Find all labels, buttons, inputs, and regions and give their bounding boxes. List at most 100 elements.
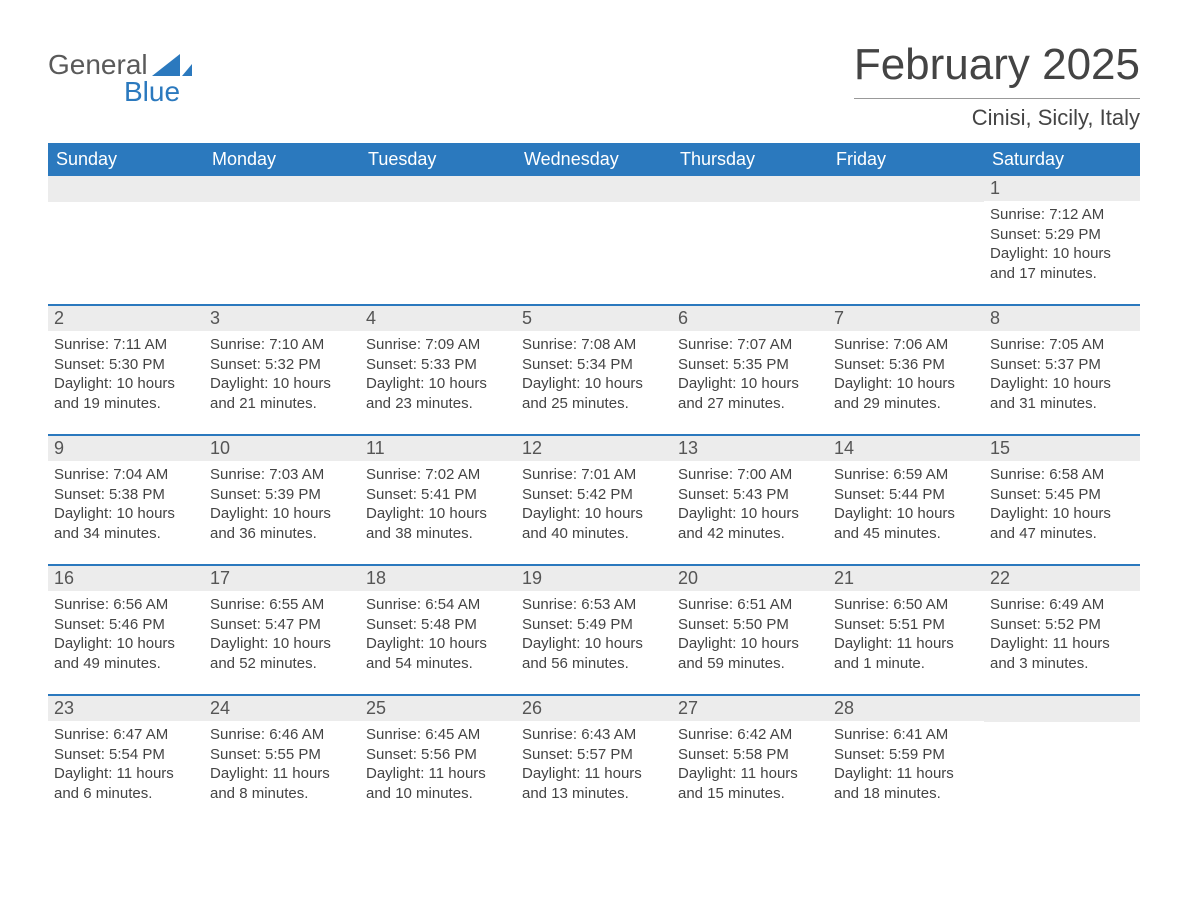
calendar-cell: 10 Sunrise: 7:03 AMSunset: 5:39 PMDayligh… xyxy=(204,436,360,546)
month-title: February 2025 xyxy=(854,40,1140,90)
weekday-header-fri: Friday xyxy=(828,143,984,176)
sunset-text: Sunset: 5:30 PM xyxy=(54,355,198,375)
day-details: Sunrise: 6:42 AMSunset: 5:58 PMDaylight:… xyxy=(672,721,828,803)
daylight-text: Daylight: 10 hours and 36 minutes. xyxy=(210,504,354,543)
day-number: 14 xyxy=(828,436,984,461)
daylight-text: Daylight: 10 hours and 19 minutes. xyxy=(54,374,198,413)
day-number: 8 xyxy=(984,306,1140,331)
empty-day xyxy=(360,176,516,202)
calendar-cell: 22Sunrise: 6:49 AMSunset: 5:52 PMDayligh… xyxy=(984,566,1140,676)
day-details: Sunrise: 7:00 AMSunset: 5:43 PMDaylight:… xyxy=(672,461,828,543)
daylight-text: Daylight: 10 hours and 47 minutes. xyxy=(990,504,1134,543)
sunrise-text: Sunrise: 6:56 AM xyxy=(54,595,198,615)
day-details: Sunrise: 6:54 AMSunset: 5:48 PMDaylight:… xyxy=(360,591,516,673)
calendar-cell: 19Sunrise: 6:53 AMSunset: 5:49 PMDayligh… xyxy=(516,566,672,676)
daylight-text: Daylight: 10 hours and 54 minutes. xyxy=(366,634,510,673)
calendar-cell xyxy=(672,176,828,286)
day-details: Sunrise: 7:04 AMSunset: 5:38 PMDaylight:… xyxy=(48,461,204,543)
day-number: 15 xyxy=(984,436,1140,461)
sunrise-text: Sunrise: 6:51 AM xyxy=(678,595,822,615)
calendar-cell: 8Sunrise: 7:05 AMSunset: 5:37 PMDaylight… xyxy=(984,306,1140,416)
day-details: Sunrise: 6:58 AMSunset: 5:45 PMDaylight:… xyxy=(984,461,1140,543)
daylight-text: Daylight: 11 hours and 18 minutes. xyxy=(834,764,978,803)
day-number: 23 xyxy=(48,696,204,721)
day-details: Sunrise: 6:45 AMSunset: 5:56 PMDaylight:… xyxy=(360,721,516,803)
sunset-text: Sunset: 5:29 PM xyxy=(990,225,1134,245)
week-row: 1Sunrise: 7:12 AMSunset: 5:29 PMDaylight… xyxy=(48,176,1140,286)
calendar-cell: 1Sunrise: 7:12 AMSunset: 5:29 PMDaylight… xyxy=(984,176,1140,286)
weeks-container: 1Sunrise: 7:12 AMSunset: 5:29 PMDaylight… xyxy=(48,176,1140,806)
calendar-cell xyxy=(204,176,360,286)
sunrise-text: Sunrise: 6:43 AM xyxy=(522,725,666,745)
daylight-text: Daylight: 11 hours and 8 minutes. xyxy=(210,764,354,803)
daylight-text: Daylight: 10 hours and 56 minutes. xyxy=(522,634,666,673)
day-details: Sunrise: 6:55 AMSunset: 5:47 PMDaylight:… xyxy=(204,591,360,673)
sunset-text: Sunset: 5:42 PM xyxy=(522,485,666,505)
logo-text-blue: Blue xyxy=(48,79,192,106)
empty-day xyxy=(204,176,360,202)
sunset-text: Sunset: 5:39 PM xyxy=(210,485,354,505)
calendar-cell: 7Sunrise: 7:06 AMSunset: 5:36 PMDaylight… xyxy=(828,306,984,416)
day-number: 21 xyxy=(828,566,984,591)
daylight-text: Daylight: 10 hours and 49 minutes. xyxy=(54,634,198,673)
daylight-text: Daylight: 10 hours and 40 minutes. xyxy=(522,504,666,543)
weekday-header-wed: Wednesday xyxy=(516,143,672,176)
sunrise-text: Sunrise: 7:07 AM xyxy=(678,335,822,355)
day-details: Sunrise: 7:12 AMSunset: 5:29 PMDaylight:… xyxy=(984,201,1140,283)
calendar-cell: 26Sunrise: 6:43 AMSunset: 5:57 PMDayligh… xyxy=(516,696,672,806)
week-row: 23Sunrise: 6:47 AMSunset: 5:54 PMDayligh… xyxy=(48,694,1140,806)
daylight-text: Daylight: 11 hours and 1 minute. xyxy=(834,634,978,673)
calendar-cell xyxy=(828,176,984,286)
sunset-text: Sunset: 5:48 PM xyxy=(366,615,510,635)
sunset-text: Sunset: 5:32 PM xyxy=(210,355,354,375)
sunrise-text: Sunrise: 6:45 AM xyxy=(366,725,510,745)
calendar-cell: 15Sunrise: 6:58 AMSunset: 5:45 PMDayligh… xyxy=(984,436,1140,546)
day-details: Sunrise: 7:02 AMSunset: 5:41 PMDaylight:… xyxy=(360,461,516,543)
sunrise-text: Sunrise: 7:04 AM xyxy=(54,465,198,485)
weekday-header-thu: Thursday xyxy=(672,143,828,176)
calendar-cell: 21Sunrise: 6:50 AMSunset: 5:51 PMDayligh… xyxy=(828,566,984,676)
day-number: 17 xyxy=(204,566,360,591)
day-number: 26 xyxy=(516,696,672,721)
day-details: Sunrise: 6:53 AMSunset: 5:49 PMDaylight:… xyxy=(516,591,672,673)
day-number: 19 xyxy=(516,566,672,591)
calendar-cell: 14Sunrise: 6:59 AMSunset: 5:44 PMDayligh… xyxy=(828,436,984,546)
empty-day xyxy=(828,176,984,202)
calendar-cell xyxy=(984,696,1140,806)
day-details: Sunrise: 6:47 AMSunset: 5:54 PMDaylight:… xyxy=(48,721,204,803)
calendar-cell: 9Sunrise: 7:04 AMSunset: 5:38 PMDaylight… xyxy=(48,436,204,546)
sunset-text: Sunset: 5:54 PM xyxy=(54,745,198,765)
day-details: Sunrise: 7:09 AMSunset: 5:33 PMDaylight:… xyxy=(360,331,516,413)
sunset-text: Sunset: 5:49 PM xyxy=(522,615,666,635)
daylight-text: Daylight: 11 hours and 15 minutes. xyxy=(678,764,822,803)
day-details: Sunrise: 6:50 AMSunset: 5:51 PMDaylight:… xyxy=(828,591,984,673)
day-number: 10 xyxy=(204,436,360,461)
sunrise-text: Sunrise: 7:02 AM xyxy=(366,465,510,485)
day-number: 7 xyxy=(828,306,984,331)
sunrise-text: Sunrise: 7:05 AM xyxy=(990,335,1134,355)
day-details: Sunrise: 7:01 AMSunset: 5:42 PMDaylight:… xyxy=(516,461,672,543)
calendar-cell: 24Sunrise: 6:46 AMSunset: 5:55 PMDayligh… xyxy=(204,696,360,806)
sunset-text: Sunset: 5:51 PM xyxy=(834,615,978,635)
sunset-text: Sunset: 5:52 PM xyxy=(990,615,1134,635)
sunset-text: Sunset: 5:59 PM xyxy=(834,745,978,765)
day-details: Sunrise: 7:06 AMSunset: 5:36 PMDaylight:… xyxy=(828,331,984,413)
sunrise-text: Sunrise: 6:58 AM xyxy=(990,465,1134,485)
daylight-text: Daylight: 11 hours and 13 minutes. xyxy=(522,764,666,803)
sunset-text: Sunset: 5:34 PM xyxy=(522,355,666,375)
daylight-text: Daylight: 10 hours and 27 minutes. xyxy=(678,374,822,413)
sunrise-text: Sunrise: 7:00 AM xyxy=(678,465,822,485)
sunset-text: Sunset: 5:56 PM xyxy=(366,745,510,765)
sunrise-text: Sunrise: 7:03 AM xyxy=(210,465,354,485)
empty-day xyxy=(516,176,672,202)
day-details: Sunrise: 6:49 AMSunset: 5:52 PMDaylight:… xyxy=(984,591,1140,673)
calendar-cell: 2Sunrise: 7:11 AMSunset: 5:30 PMDaylight… xyxy=(48,306,204,416)
week-row: 9Sunrise: 7:04 AMSunset: 5:38 PMDaylight… xyxy=(48,434,1140,546)
calendar-cell: 18Sunrise: 6:54 AMSunset: 5:48 PMDayligh… xyxy=(360,566,516,676)
daylight-text: Daylight: 10 hours and 23 minutes. xyxy=(366,374,510,413)
location-label: Cinisi, Sicily, Italy xyxy=(854,105,1140,131)
daylight-text: Daylight: 10 hours and 17 minutes. xyxy=(990,244,1134,283)
weekday-header-sat: Saturday xyxy=(984,143,1140,176)
empty-day xyxy=(984,696,1140,722)
day-details: Sunrise: 7:10 AMSunset: 5:32 PMDaylight:… xyxy=(204,331,360,413)
